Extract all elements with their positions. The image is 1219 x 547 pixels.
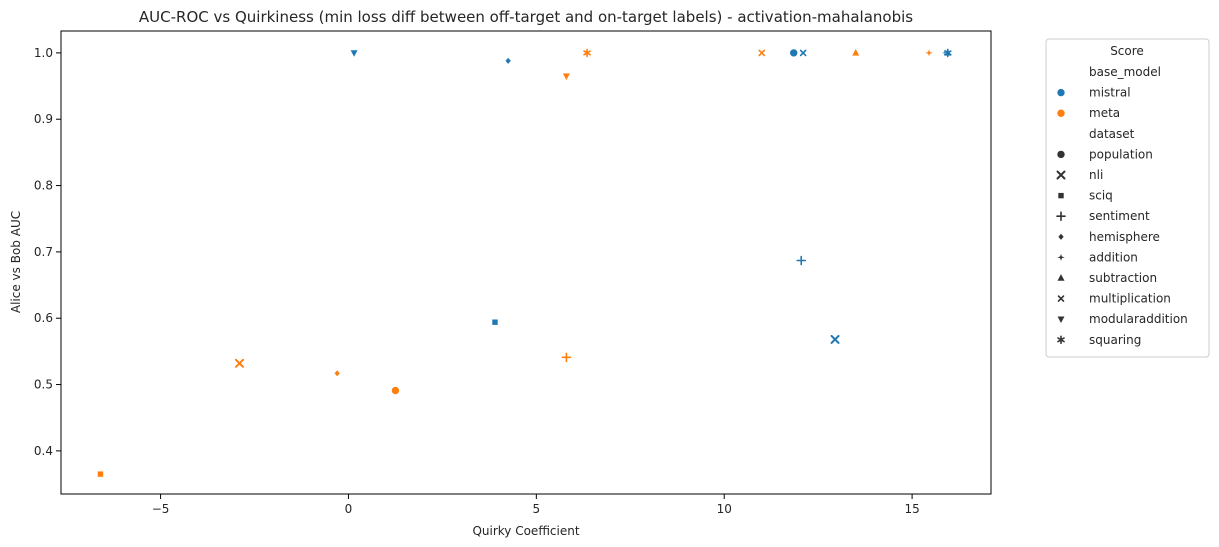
legend-hue-title: base_model xyxy=(1089,65,1161,79)
legend-label-meta: meta xyxy=(1089,106,1120,120)
legend-label-nli: nli xyxy=(1089,168,1103,182)
y-tick-label: 0.4 xyxy=(34,444,53,458)
chart-title: AUC-ROC vs Quirkiness (min loss diff bet… xyxy=(139,8,913,26)
point-meta-multiplication xyxy=(758,49,766,57)
x-axis-label: Quirky Coefficient xyxy=(472,524,579,538)
x-tick-label: 0 xyxy=(345,502,353,516)
point-meta-subtraction xyxy=(851,47,861,57)
point-mistral-nli xyxy=(830,334,840,344)
legend-marker-sentiment xyxy=(1056,211,1066,221)
legend-marker-nli xyxy=(1056,170,1066,180)
legend-label-modularaddition: modularaddition xyxy=(1089,312,1188,326)
legend-label-mistral: mistral xyxy=(1089,86,1131,100)
y-tick-label: 0.5 xyxy=(34,378,53,392)
point-mistral-squaring xyxy=(943,48,952,58)
legend-marker-addition xyxy=(1055,251,1067,263)
legend-label-hemisphere: hemisphere xyxy=(1089,230,1160,244)
point-meta-population xyxy=(391,386,400,395)
legend-label-addition: addition xyxy=(1089,250,1138,264)
legend-label-sentiment: sentiment xyxy=(1089,209,1150,223)
legend-label-population: population xyxy=(1089,147,1153,161)
point-mistral-hemisphere xyxy=(504,56,512,65)
legend-style-title: dataset xyxy=(1089,127,1135,141)
y-tick-label: 1.0 xyxy=(34,46,53,60)
legend-label-subtraction: subtraction xyxy=(1089,271,1157,285)
legend-label-sciq: sciq xyxy=(1089,189,1113,203)
point-meta-squaring xyxy=(583,48,591,58)
legend-marker-meta xyxy=(1056,108,1066,118)
point-mistral-population xyxy=(789,48,799,58)
legend-title: Score xyxy=(1110,44,1144,58)
x-tick-label: 10 xyxy=(717,502,732,516)
plot-frame xyxy=(60,30,992,495)
point-meta-hemisphere xyxy=(333,369,341,378)
legend-marker-subtraction xyxy=(1056,272,1066,282)
x-tick-label: 5 xyxy=(533,502,541,516)
x-axis-ticks: −5 0 5 10 15 xyxy=(152,494,920,516)
point-meta-nli xyxy=(234,358,244,368)
y-axis-label: Alice vs Bob AUC xyxy=(9,211,23,313)
legend-label-squaring: squaring xyxy=(1089,333,1141,347)
x-tick-label: 15 xyxy=(904,502,919,516)
legend-marker-modularaddition xyxy=(1056,315,1066,325)
legend-marker-mistral xyxy=(1056,88,1066,97)
legend-marker-hemisphere xyxy=(1057,232,1065,241)
legend-frame xyxy=(1045,38,1210,358)
point-meta-addition xyxy=(923,47,935,59)
x-tick-label: −5 xyxy=(152,502,170,516)
y-tick-label: 0.8 xyxy=(34,179,53,193)
point-mistral-modularaddition xyxy=(349,49,359,59)
point-mistral-sciq xyxy=(491,318,499,326)
plot-area: −5 0 5 10 15 0.4 0.5 0.6 0.7 0.8 0.9 1.0 xyxy=(34,30,992,516)
legend-label-multiplication: multiplication xyxy=(1089,292,1171,306)
point-mistral-multiplication xyxy=(799,49,807,57)
legend-marker-multiplication xyxy=(1057,295,1065,302)
y-tick-label: 0.7 xyxy=(34,245,53,259)
point-meta-modularaddition xyxy=(561,72,571,82)
point-mistral-sentiment xyxy=(796,255,807,266)
y-tick-label: 0.9 xyxy=(34,112,53,126)
legend-marker-sciq xyxy=(1057,192,1065,199)
point-meta-sciq xyxy=(97,470,104,478)
point-meta-sentiment xyxy=(561,352,572,363)
y-tick-label: 0.6 xyxy=(34,311,53,325)
legend-marker-population xyxy=(1056,150,1066,159)
legend-marker-squaring xyxy=(1057,335,1065,345)
data-points xyxy=(97,47,953,478)
y-axis-ticks: 0.4 0.5 0.6 0.7 0.8 0.9 1.0 xyxy=(34,46,61,458)
